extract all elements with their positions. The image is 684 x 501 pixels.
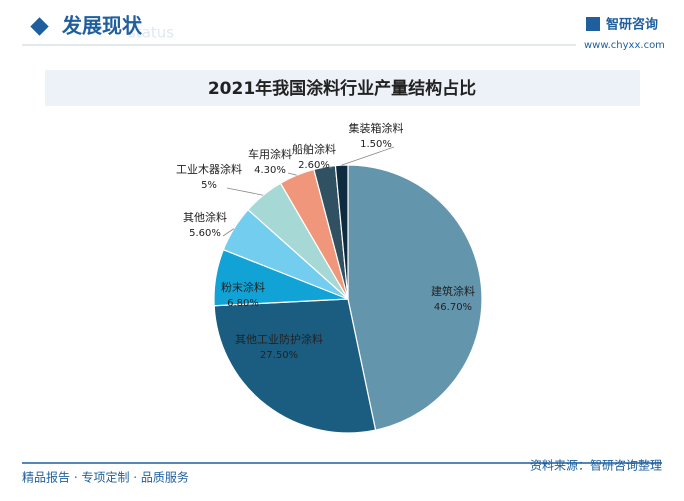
leader-line	[287, 172, 297, 176]
slice-label: 船舶涂料	[292, 142, 336, 156]
slice-label: 车用涂料	[248, 147, 292, 161]
section-title: 发展现状	[61, 14, 143, 38]
website: www.chyxx.com	[584, 40, 665, 51]
slice-label: 粉末涂料	[221, 280, 265, 294]
title-box	[45, 70, 640, 106]
slice-value: 5.60%	[189, 228, 221, 239]
slice-label: 其他涂料	[183, 210, 227, 224]
section-en: status	[128, 24, 174, 42]
pie-slice	[213, 298, 377, 434]
slice-value: 6.80%	[227, 298, 259, 309]
footer-left: 精品报告 · 专项定制 · 品质服务	[22, 470, 189, 485]
pie-slice	[334, 164, 349, 300]
slice-value: 5%	[201, 180, 217, 191]
slice-value: 1.50%	[360, 139, 392, 150]
leader-line	[222, 228, 235, 237]
slice-label: 建筑涂料	[431, 284, 475, 298]
chart-title: 2021年我国涂料行业产量结构占比	[208, 78, 476, 99]
logo-icon	[586, 17, 600, 31]
source: 资料来源：智研咨询整理	[530, 458, 662, 473]
section-icon	[30, 17, 49, 36]
slice-label: 工业木器涂料	[176, 162, 242, 176]
slice-label: 其他工业防护涂料	[235, 332, 323, 346]
leader-line	[226, 187, 264, 196]
brand: 智研咨询	[606, 17, 658, 33]
slice-value: 4.30%	[254, 165, 286, 176]
slice-value: 46.70%	[434, 302, 472, 313]
leader-line	[324, 166, 333, 169]
pie-slice	[347, 164, 483, 431]
slice-value: 2.60%	[298, 160, 330, 171]
leader-line	[341, 146, 395, 166]
slice-value: 27.50%	[260, 350, 298, 361]
slice-label: 集装箱涂料	[349, 121, 404, 135]
